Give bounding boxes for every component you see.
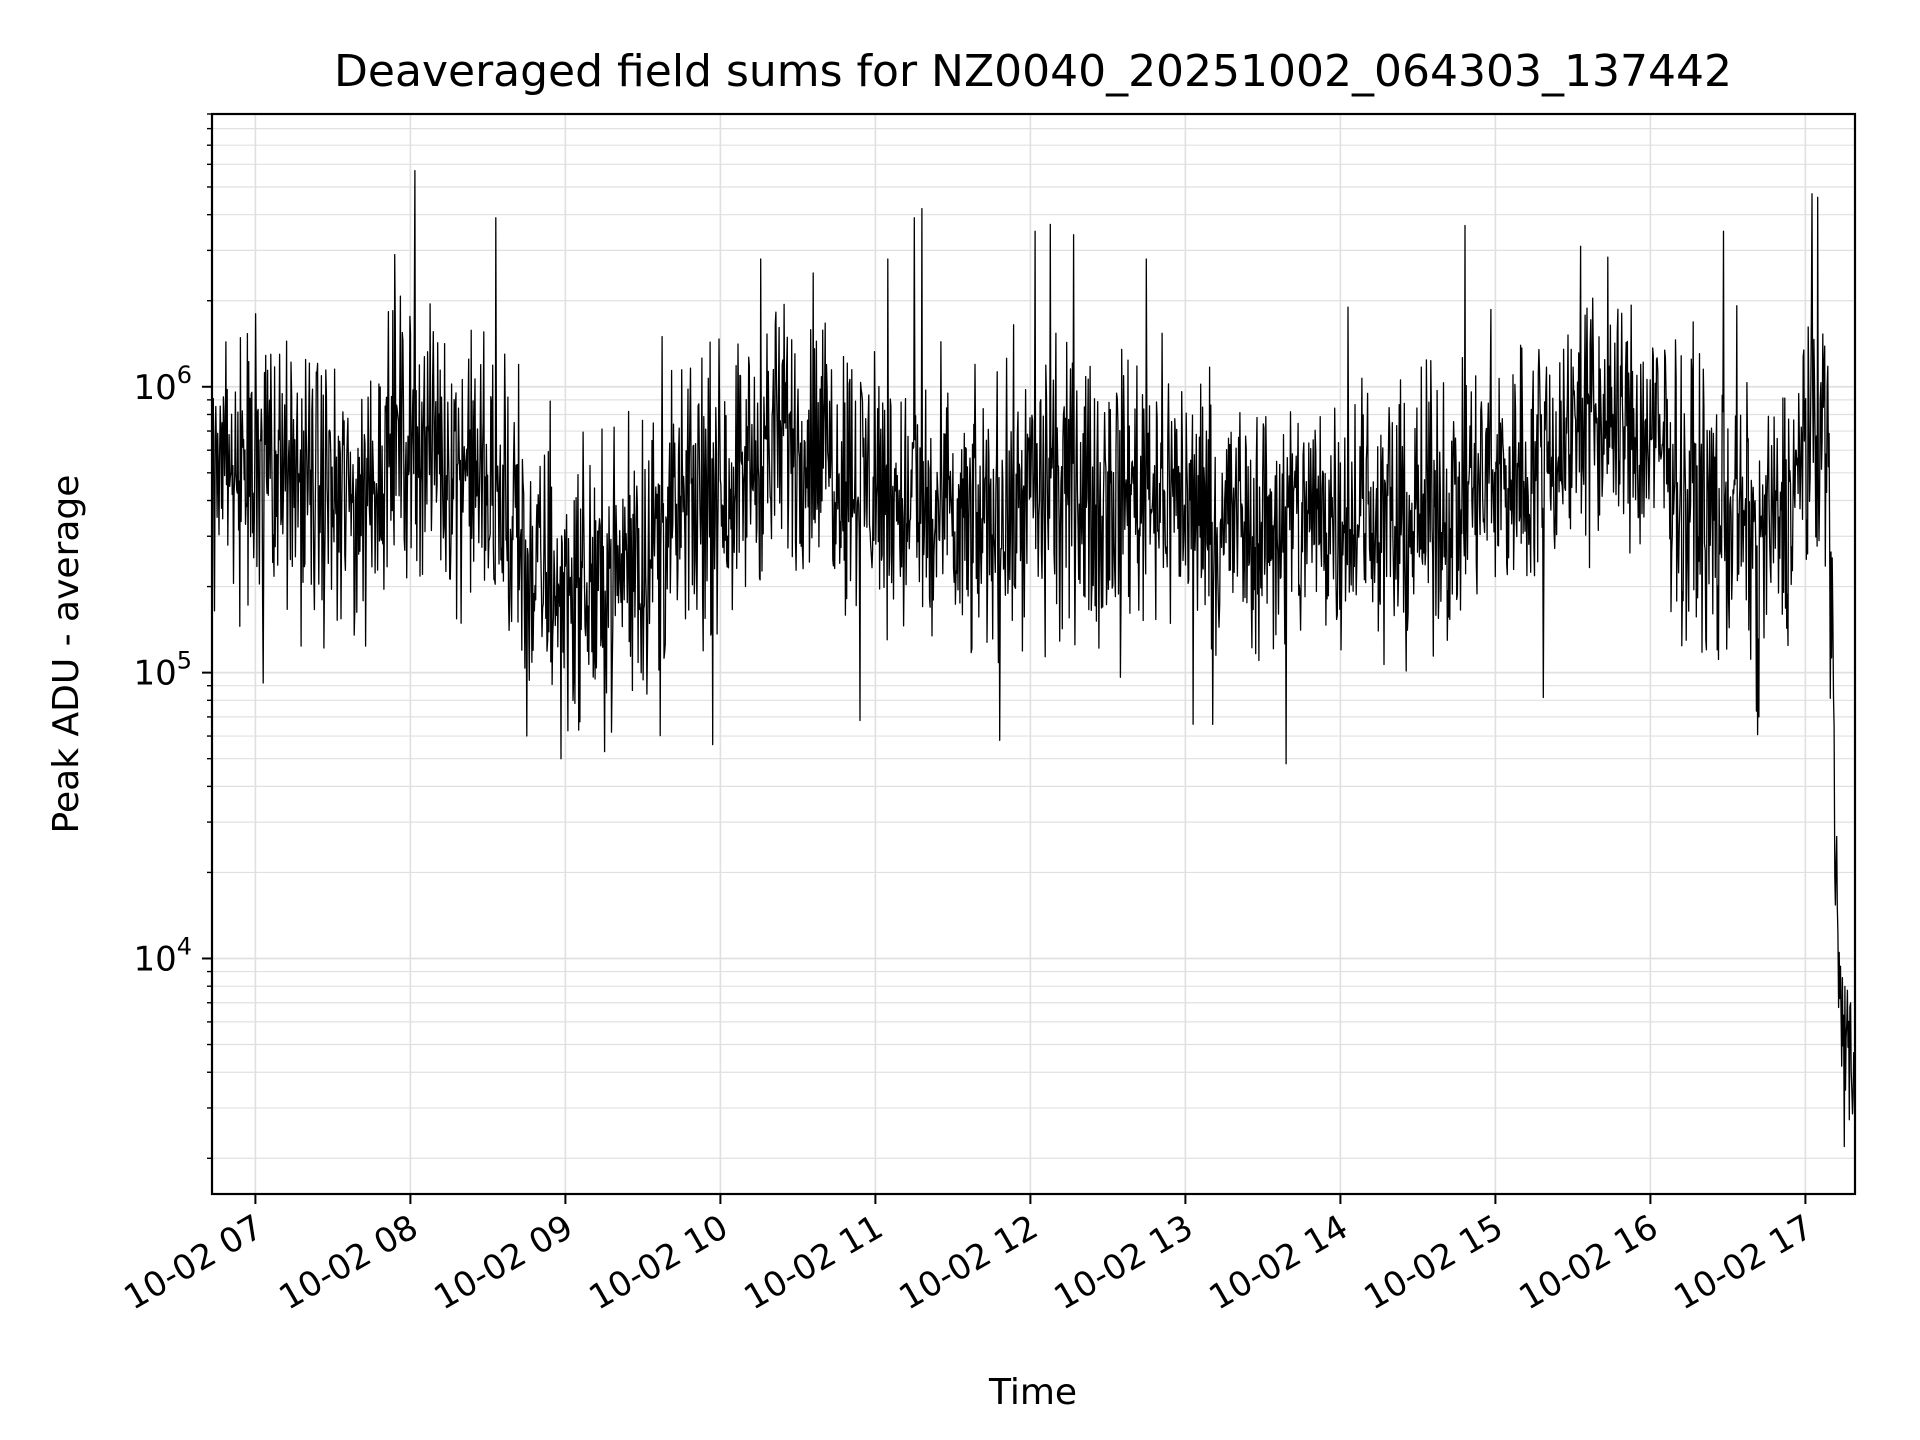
y-tick-exponent: 5 <box>177 647 192 675</box>
grid <box>212 113 1855 1194</box>
y-tick-base: 10 <box>133 654 176 694</box>
y-tick-base: 10 <box>133 368 176 408</box>
x-axis: 10-02 07 10-02 08 10-02 09 10-02 10 10-02 11… <box>118 1194 1820 1318</box>
y-tick-exponent: 4 <box>177 932 192 960</box>
y-tick-base: 10 <box>133 939 176 979</box>
x-tick-label: 10-02 17 <box>1668 1207 1820 1318</box>
x-tick-label: 10-02 10 <box>583 1207 735 1318</box>
x-tick-label: 10-02 11 <box>738 1207 890 1318</box>
x-tick-label: 10-02 16 <box>1513 1207 1665 1318</box>
x-tick-label: 10-02 15 <box>1358 1207 1510 1318</box>
plot-frame <box>210 112 1857 1196</box>
series-line <box>211 170 1856 1148</box>
chart-title: Deaveraged field sums for NZ0040_2025100… <box>334 46 1732 97</box>
series-group <box>211 170 1856 1148</box>
y-axis-label: Peak ADU - average <box>46 475 87 834</box>
x-axis-label: Time <box>988 1372 1077 1413</box>
x-tick-label: 10-02 08 <box>273 1207 425 1318</box>
x-tick-label: 10-02 12 <box>893 1207 1045 1318</box>
y-tick-label: 106 <box>133 361 192 408</box>
x-tick-label: 10-02 09 <box>428 1207 580 1318</box>
y-tick-label: 104 <box>133 932 192 979</box>
x-tick-label: 10-02 13 <box>1048 1207 1200 1318</box>
y-tick-label: 105 <box>133 647 192 694</box>
x-tick-label: 10-02 14 <box>1203 1207 1355 1318</box>
y-tick-exponent: 6 <box>177 361 192 389</box>
x-tick-label: 10-02 07 <box>118 1207 270 1318</box>
